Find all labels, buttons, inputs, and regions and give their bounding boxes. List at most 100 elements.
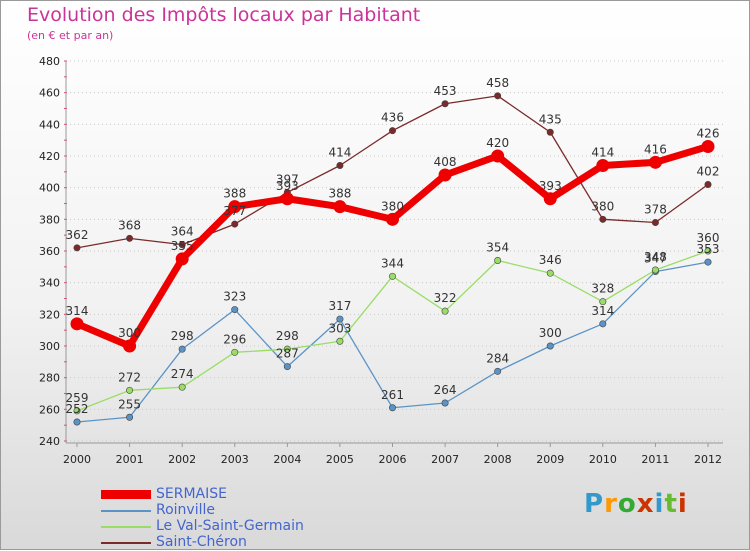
- data-point-sermaise-2006: [386, 212, 399, 226]
- data-label-sermaise-2000: 314: [66, 304, 89, 318]
- data-point-sermaise-2000: [70, 317, 84, 331]
- data-point-roinville-2010: [599, 320, 607, 328]
- data-label-roinville-2009: 300: [539, 326, 562, 340]
- data-point-le-val-saint-germain-2005: [336, 337, 344, 345]
- data-label-roinville-2010: 314: [591, 304, 614, 318]
- data-point-sermaise-2004: [280, 192, 294, 206]
- data-label-saint-cheron-2009: 435: [539, 112, 562, 126]
- data-point-le-val-saint-germain-2004: [283, 345, 291, 353]
- x-tick-label-2003: 2003: [221, 453, 249, 466]
- data-label-roinville-2007: 264: [434, 383, 457, 397]
- data-point-sermaise-2003: [228, 200, 242, 214]
- y-tick-label-360: 360: [39, 245, 60, 258]
- legend-swatch-le-val-saint-germain: [101, 526, 151, 528]
- x-tick-label-2011: 2011: [641, 453, 669, 466]
- data-label-le-val-saint-germain-2002: 274: [171, 367, 194, 381]
- data-point-saint-cheron-2005: [336, 162, 344, 170]
- legend-label-sermaise: SERMAISE: [156, 486, 227, 502]
- x-tick-label-2010: 2010: [589, 453, 617, 466]
- data-point-le-val-saint-germain-2001: [126, 386, 134, 394]
- data-label-roinville-2004: 287: [276, 347, 299, 361]
- y-tick-label-240: 240: [39, 435, 60, 448]
- data-point-le-val-saint-germain-2011: [651, 266, 659, 274]
- data-label-saint-cheron-2000: 362: [66, 228, 89, 242]
- data-point-saint-cheron-2011: [651, 219, 659, 227]
- series-layer: [70, 92, 715, 426]
- data-label-le-val-saint-germain-2001: 272: [118, 370, 141, 384]
- data-point-saint-cheron-2012: [704, 181, 712, 189]
- y-tick-label-480: 480: [39, 55, 60, 68]
- logo-letter: P: [584, 489, 605, 519]
- data-point-roinville-2009: [546, 342, 554, 350]
- data-label-saint-cheron-2001: 368: [118, 218, 141, 232]
- data-point-le-val-saint-germain-2002: [178, 383, 186, 391]
- data-label-roinville-2003: 323: [223, 290, 246, 304]
- data-point-roinville-2000: [73, 418, 81, 426]
- legend-label-saint-cheron: Saint-Chéron: [156, 534, 247, 550]
- x-tick-label-2008: 2008: [484, 453, 512, 466]
- data-label-le-val-saint-germain-2008: 354: [486, 241, 509, 255]
- y-tick-label-280: 280: [39, 372, 60, 385]
- data-point-sermaise-2007: [438, 168, 452, 182]
- data-point-le-val-saint-germain-2000: [73, 407, 81, 415]
- data-label-sermaise-2012: 426: [697, 127, 720, 141]
- x-tick-label-2004: 2004: [273, 453, 301, 466]
- data-label-saint-cheron-2011: 378: [644, 203, 667, 217]
- data-point-saint-cheron-2003: [231, 220, 239, 228]
- data-label-roinville-2006: 261: [381, 388, 404, 402]
- data-label-sermaise-2009: 393: [539, 179, 562, 193]
- logo-letter: o: [617, 489, 637, 519]
- data-point-le-val-saint-germain-2008: [494, 256, 502, 264]
- data-label-roinville-2002: 298: [171, 329, 194, 343]
- data-point-le-val-saint-germain-2006: [388, 272, 396, 280]
- data-label-saint-cheron-2007: 453: [434, 84, 457, 98]
- data-point-le-val-saint-germain-2012: [704, 247, 712, 255]
- data-point-roinville-2008: [494, 367, 502, 375]
- data-label-sermaise-2006: 380: [381, 199, 404, 213]
- data-label-roinville-2000: 252: [66, 402, 89, 416]
- data-label-le-val-saint-germain-2004: 298: [276, 329, 299, 343]
- logo-letter: t: [664, 489, 678, 519]
- data-label-roinville-2012: 353: [697, 242, 720, 256]
- chart-subtitle: (en € et par an): [27, 29, 114, 42]
- data-label-le-val-saint-germain-2011: 348: [644, 250, 667, 264]
- axes: 240 260 280 300 320 340 360 380 400 420 440 460 480 2…: [39, 55, 723, 466]
- data-point-saint-cheron-2008: [494, 92, 502, 100]
- data-label-saint-cheron-2012: 402: [697, 165, 720, 179]
- data-point-saint-cheron-2007: [441, 100, 449, 108]
- chart-title: Evolution des Impôts locaux par Habitant: [27, 4, 421, 26]
- data-point-saint-cheron-2001: [126, 234, 134, 242]
- data-label-roinville-2005: 317: [328, 299, 351, 313]
- proxiti-logo: Proxiti: [584, 489, 688, 519]
- data-label-sermaise-2002: 355: [171, 239, 194, 253]
- data-point-sermaise-2009: [543, 192, 557, 206]
- data-labels: 362 368 364 377 397 414 436 453 458 435 380 378 402 2…: [66, 76, 720, 416]
- data-point-sermaise-2012: [701, 140, 715, 153]
- x-tick-label-2012: 2012: [694, 453, 722, 466]
- logo-letter: x: [636, 489, 655, 519]
- data-point-saint-cheron-2006: [388, 127, 396, 135]
- data-label-sermaise-2001: 300: [118, 326, 141, 340]
- data-point-roinville-2004: [283, 363, 291, 371]
- y-tick-label-260: 260: [39, 403, 60, 416]
- data-point-sermaise-2008: [491, 149, 505, 163]
- data-label-roinville-2011: 347: [644, 252, 667, 266]
- data-label-sermaise-2010: 414: [591, 146, 614, 160]
- data-label-sermaise-2003: 388: [223, 187, 246, 201]
- data-point-le-val-saint-germain-2007: [441, 307, 449, 315]
- data-label-le-val-saint-germain-2005: 303: [328, 321, 351, 335]
- logo-letter: i: [654, 489, 665, 519]
- data-label-sermaise-2011: 416: [644, 142, 667, 156]
- data-point-saint-cheron-2002: [178, 241, 186, 249]
- data-label-saint-cheron-2002: 364: [171, 225, 194, 239]
- legend-label-le-val-saint-germain: Le Val-Saint-Germain: [156, 518, 304, 534]
- data-label-le-val-saint-germain-2007: 322: [434, 291, 457, 305]
- data-point-le-val-saint-germain-2010: [599, 298, 607, 306]
- data-label-le-val-saint-germain-2000: 259: [66, 391, 89, 405]
- data-label-roinville-2001: 255: [118, 397, 141, 411]
- data-point-sermaise-2011: [648, 155, 662, 169]
- logo-letter: i: [677, 489, 688, 519]
- legend-swatch-roinville: [101, 510, 151, 512]
- y-tick-label-420: 420: [39, 150, 60, 163]
